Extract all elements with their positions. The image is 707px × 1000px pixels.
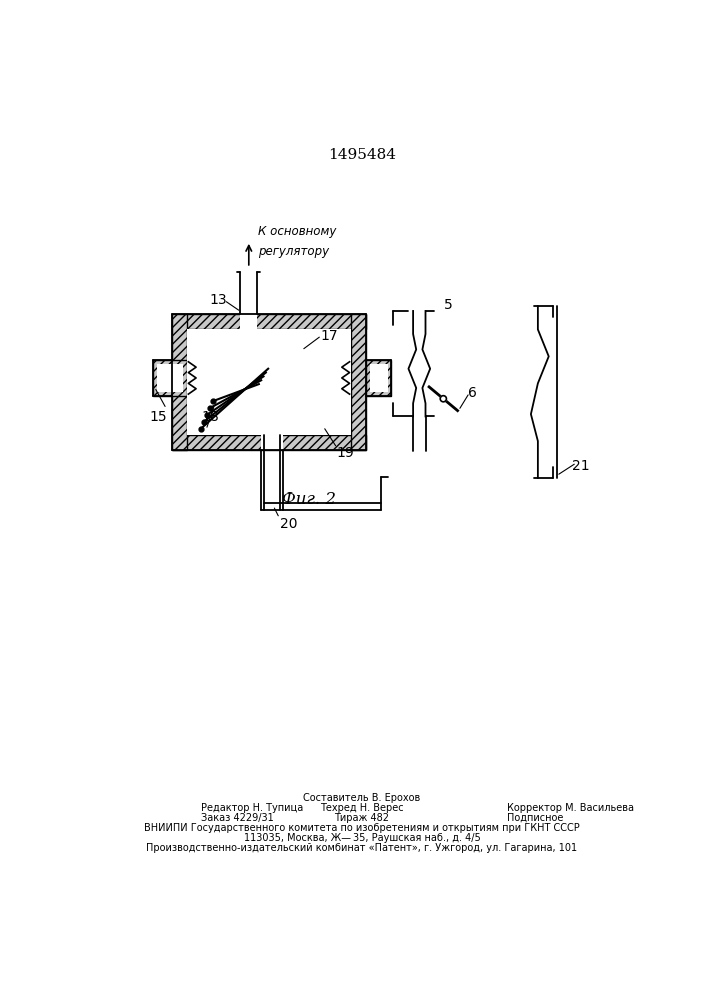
Text: 19: 19 xyxy=(337,446,354,460)
Bar xyxy=(172,314,187,450)
Text: ВНИИПИ Государственного комитета по изобретениям и открытиям при ГКНТ СССР: ВНИИПИ Государственного комитета по изоб… xyxy=(144,823,580,833)
Bar xyxy=(172,435,366,450)
Text: Корректор М. Васильева: Корректор М. Васильева xyxy=(507,803,634,813)
Bar xyxy=(158,364,183,392)
Text: Составитель В. Ерохов: Составитель В. Ерохов xyxy=(303,793,421,803)
Text: 15: 15 xyxy=(149,410,167,424)
Text: Фиг. 2: Фиг. 2 xyxy=(282,491,337,508)
Text: 18: 18 xyxy=(201,410,219,424)
Bar xyxy=(261,434,283,450)
Text: 21: 21 xyxy=(572,460,590,474)
Text: 1495484: 1495484 xyxy=(328,148,396,162)
Bar xyxy=(370,364,387,392)
Text: 17: 17 xyxy=(321,329,339,343)
Text: 20: 20 xyxy=(280,517,298,531)
Text: 113035, Москва, Ж— 35, Раушская наб., д. 4/5: 113035, Москва, Ж— 35, Раушская наб., д.… xyxy=(244,833,480,843)
Circle shape xyxy=(440,396,446,402)
Text: 5: 5 xyxy=(445,298,453,312)
Text: К основному: К основному xyxy=(258,225,337,238)
Text: 6: 6 xyxy=(468,386,477,400)
Text: Тираж 482: Тираж 482 xyxy=(334,813,390,823)
Text: регулятору: регулятору xyxy=(258,245,329,258)
Bar xyxy=(187,329,351,435)
Bar xyxy=(351,314,366,450)
Text: Техред Н. Верес: Техред Н. Верес xyxy=(320,803,404,813)
Text: Редактор Н. Тупица: Редактор Н. Тупица xyxy=(201,803,303,813)
Text: 13: 13 xyxy=(210,293,228,307)
Text: Производственно-издательский комбинат «Патент», г. Ужгород, ул. Гагарина, 101: Производственно-издательский комбинат «П… xyxy=(146,843,578,853)
Bar xyxy=(366,360,392,396)
Bar xyxy=(240,313,257,329)
Text: Подписное: Подписное xyxy=(507,813,563,823)
Bar xyxy=(153,360,187,396)
Bar xyxy=(172,314,366,329)
Text: Заказ 4229/31: Заказ 4229/31 xyxy=(201,813,274,823)
